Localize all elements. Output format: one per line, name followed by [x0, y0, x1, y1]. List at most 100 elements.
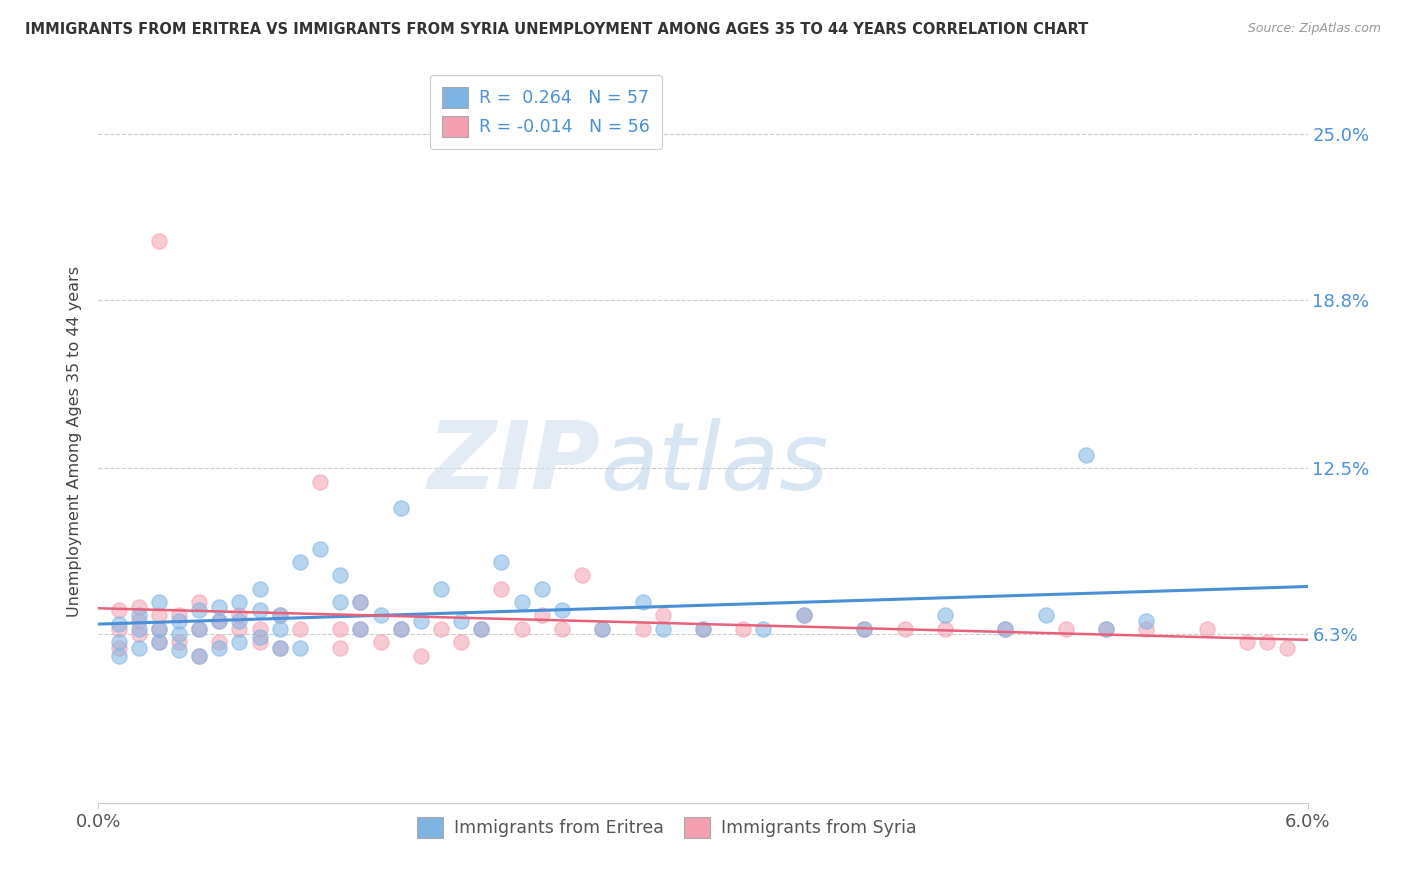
- Point: [853, 622, 876, 636]
- Point: [128, 640, 150, 655]
- Point: [470, 622, 492, 636]
- Text: Source: ZipAtlas.com: Source: ZipAtlas.com: [1247, 22, 1381, 36]
- Point: [228, 635, 250, 649]
- Point: [128, 608, 150, 623]
- Point: [651, 608, 673, 623]
- Point: [470, 622, 492, 636]
- Point: [1095, 622, 1118, 636]
- Point: [167, 608, 190, 623]
- Point: [288, 622, 311, 636]
- Point: [107, 616, 129, 631]
- Point: [188, 648, 211, 663]
- Point: [148, 595, 170, 609]
- Point: [249, 582, 271, 596]
- Point: [631, 595, 654, 609]
- Point: [1095, 622, 1118, 636]
- Point: [148, 608, 170, 623]
- Point: [288, 555, 311, 569]
- Point: [107, 635, 129, 649]
- Point: [329, 640, 352, 655]
- Point: [249, 603, 271, 617]
- Point: [853, 622, 876, 636]
- Point: [167, 627, 190, 641]
- Point: [1135, 614, 1157, 628]
- Point: [389, 622, 412, 636]
- Point: [148, 622, 170, 636]
- Point: [167, 643, 190, 657]
- Point: [309, 541, 332, 556]
- Point: [208, 600, 231, 615]
- Point: [128, 627, 150, 641]
- Point: [1074, 448, 1097, 462]
- Point: [692, 622, 714, 636]
- Point: [893, 622, 915, 636]
- Point: [228, 614, 250, 628]
- Point: [167, 635, 190, 649]
- Point: [269, 640, 291, 655]
- Point: [571, 568, 593, 582]
- Point: [188, 595, 211, 609]
- Point: [1236, 635, 1258, 649]
- Text: IMMIGRANTS FROM ERITREA VS IMMIGRANTS FROM SYRIA UNEMPLOYMENT AMONG AGES 35 TO 4: IMMIGRANTS FROM ERITREA VS IMMIGRANTS FR…: [25, 22, 1088, 37]
- Point: [188, 622, 211, 636]
- Point: [329, 622, 352, 636]
- Point: [430, 622, 453, 636]
- Point: [269, 640, 291, 655]
- Point: [349, 595, 371, 609]
- Point: [651, 622, 673, 636]
- Y-axis label: Unemployment Among Ages 35 to 44 years: Unemployment Among Ages 35 to 44 years: [67, 266, 83, 617]
- Point: [450, 614, 472, 628]
- Point: [228, 622, 250, 636]
- Point: [107, 603, 129, 617]
- Point: [430, 582, 453, 596]
- Legend: Immigrants from Eritrea, Immigrants from Syria: Immigrants from Eritrea, Immigrants from…: [406, 806, 927, 848]
- Text: atlas: atlas: [600, 417, 828, 508]
- Point: [228, 595, 250, 609]
- Point: [1195, 622, 1218, 636]
- Point: [1256, 635, 1278, 649]
- Point: [491, 555, 513, 569]
- Point: [692, 622, 714, 636]
- Point: [188, 603, 211, 617]
- Point: [591, 622, 613, 636]
- Text: ZIP: ZIP: [427, 417, 600, 509]
- Point: [551, 622, 574, 636]
- Point: [349, 622, 371, 636]
- Point: [148, 234, 170, 248]
- Point: [349, 595, 371, 609]
- Point: [228, 608, 250, 623]
- Point: [1135, 622, 1157, 636]
- Point: [934, 622, 956, 636]
- Point: [188, 648, 211, 663]
- Point: [530, 608, 553, 623]
- Point: [450, 635, 472, 649]
- Point: [148, 635, 170, 649]
- Point: [793, 608, 815, 623]
- Point: [288, 640, 311, 655]
- Point: [107, 648, 129, 663]
- Point: [510, 622, 533, 636]
- Point: [309, 475, 332, 489]
- Point: [148, 622, 170, 636]
- Point: [370, 608, 392, 623]
- Point: [1035, 608, 1057, 623]
- Point: [752, 622, 775, 636]
- Point: [167, 614, 190, 628]
- Point: [551, 603, 574, 617]
- Point: [631, 622, 654, 636]
- Point: [1277, 640, 1299, 655]
- Point: [491, 582, 513, 596]
- Point: [370, 635, 392, 649]
- Point: [349, 622, 371, 636]
- Point: [208, 635, 231, 649]
- Point: [329, 568, 352, 582]
- Point: [510, 595, 533, 609]
- Point: [249, 622, 271, 636]
- Point: [208, 614, 231, 628]
- Point: [208, 640, 231, 655]
- Point: [409, 614, 432, 628]
- Point: [530, 582, 553, 596]
- Point: [994, 622, 1017, 636]
- Point: [269, 622, 291, 636]
- Point: [994, 622, 1017, 636]
